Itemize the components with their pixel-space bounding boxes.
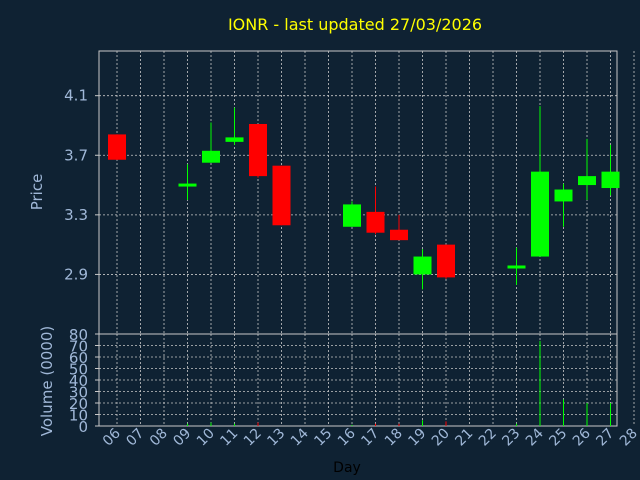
candle-body (437, 244, 455, 278)
volume-tick-label: 80 (69, 326, 88, 344)
x-tick-label: 07 (123, 426, 147, 450)
candle-body (413, 256, 432, 275)
volume-tick-label: 0 (78, 418, 88, 436)
x-tick-label: 19 (405, 426, 429, 450)
candle-body (343, 204, 361, 227)
price-tick-label: 3.3 (64, 206, 88, 224)
volume-axis-label: Volume (0000) (38, 326, 56, 436)
candle-body (601, 171, 620, 189)
volume-tick-label: 70 (69, 338, 88, 356)
candle-body (202, 150, 220, 163)
candle-body (507, 265, 526, 269)
volume-tick-label: 60 (69, 349, 88, 367)
price-tick-label: 4.1 (64, 87, 88, 105)
x-tick-label: 16 (335, 425, 359, 449)
candle-body (272, 165, 291, 226)
candle-body (225, 137, 244, 142)
x-tick-label: 26 (570, 425, 594, 449)
volume-tick-label: 20 (69, 395, 88, 413)
price-tick-label: 2.9 (64, 265, 88, 283)
price-axis-label: Price (28, 174, 46, 211)
candle-body (578, 176, 596, 186)
x-tick-label: 17 (358, 426, 382, 450)
x-tick-label: 27 (593, 426, 617, 450)
price-tick-label: 3.7 (64, 146, 88, 164)
price-panel: 2.9 3.3 3.7 4.1 (64, 50, 635, 335)
x-tick-label: 14 (288, 425, 312, 449)
x-tick-label: 11 (217, 426, 241, 450)
volume-tick-label: 50 (69, 361, 88, 379)
candle-body (178, 183, 197, 187)
x-tick-label: 28 (617, 426, 640, 450)
x-tick-label: 15 (311, 426, 335, 450)
candle-body (249, 123, 267, 177)
candle-body (531, 171, 549, 257)
candle-body (108, 134, 126, 160)
x-tick-label: 20 (429, 426, 453, 450)
candle-body (366, 211, 385, 233)
candle-body (554, 189, 573, 202)
chart-title: IONR - last updated 27/03/2026 (228, 15, 482, 34)
x-axis-label: Day (333, 460, 361, 476)
volume-tick-label: 10 (69, 407, 88, 425)
volume-tick-label: 40 (69, 372, 88, 390)
x-tick-label: 08 (147, 426, 171, 450)
candle-body (390, 229, 408, 241)
volume-tick-label: 30 (69, 384, 88, 402)
x-tick-label: 12 (241, 426, 265, 450)
x-tick-label: 22 (476, 426, 500, 450)
x-tick-label: 25 (546, 426, 570, 450)
x-tick-label: 24 (523, 425, 547, 449)
x-tick-label: 23 (499, 426, 523, 450)
volume-panel: 06 07 08 09 10 11 12 13 14 15 16 17 18 19 20 21 22 23 24 25… (69, 326, 640, 449)
x-tick-label: 09 (170, 426, 194, 450)
x-tick-label: 06 (100, 425, 124, 449)
x-tick-label: 18 (382, 426, 406, 450)
x-tick-label: 10 (194, 426, 218, 450)
x-tick-label: 13 (264, 426, 288, 450)
x-tick-label: 21 (452, 426, 476, 450)
